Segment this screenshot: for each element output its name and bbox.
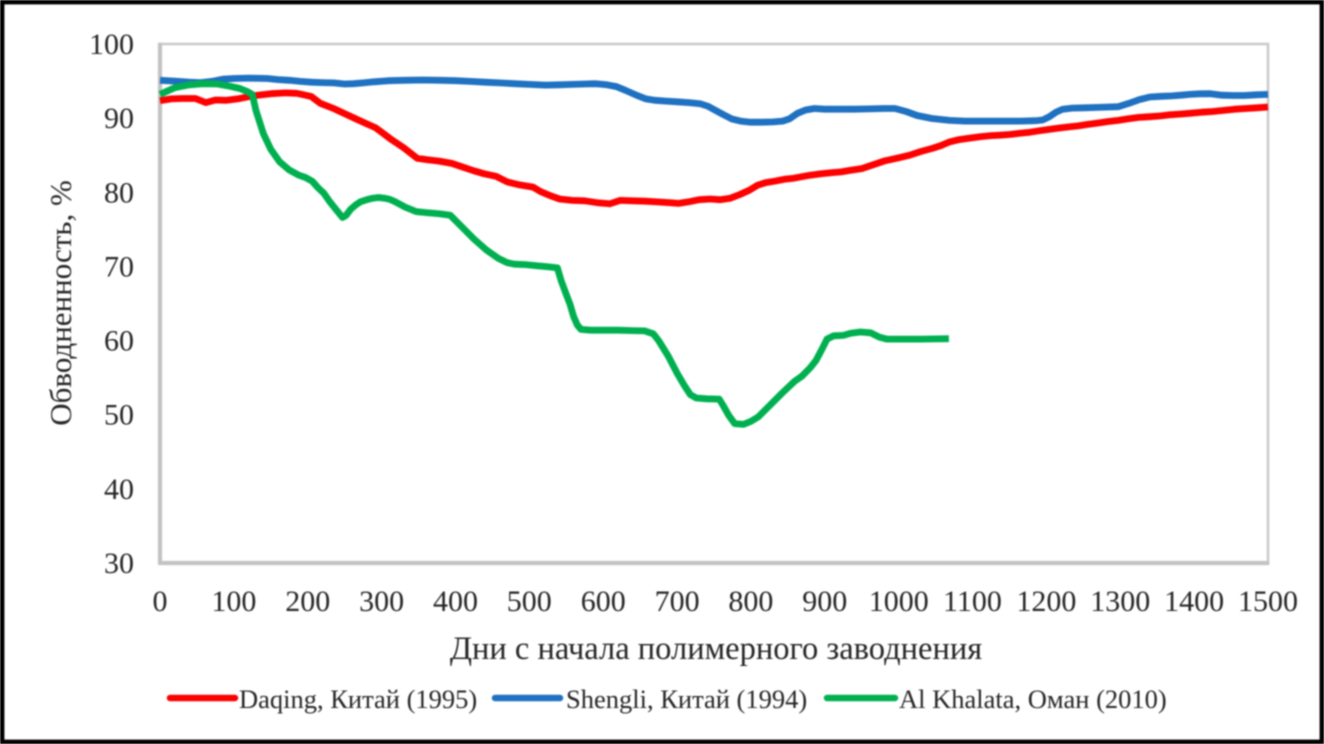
svg-text:Al Khalata, Оман (2010): Al Khalata, Оман (2010) [899,684,1167,714]
svg-text:100: 100 [89,28,134,61]
svg-text:900: 900 [802,585,847,618]
svg-text:500: 500 [507,585,552,618]
svg-text:800: 800 [728,585,773,618]
svg-text:100: 100 [211,585,256,618]
svg-text:40: 40 [104,473,134,506]
svg-text:0: 0 [153,585,168,618]
svg-text:70: 70 [104,250,134,283]
svg-text:Daqing, Китай (1995): Daqing, Китай (1995) [239,684,477,714]
svg-text:1000: 1000 [869,585,929,618]
svg-text:600: 600 [581,585,626,618]
svg-text:Дни с начала полимерного завод: Дни с начала полимерного заводнения [450,631,982,667]
svg-text:200: 200 [285,585,330,618]
svg-text:400: 400 [433,585,478,618]
svg-text:90: 90 [104,102,134,135]
svg-text:1200: 1200 [1016,585,1076,618]
svg-text:1400: 1400 [1164,585,1224,618]
svg-text:300: 300 [359,585,404,618]
svg-text:1500: 1500 [1238,585,1298,618]
svg-text:1300: 1300 [1090,585,1150,618]
svg-text:60: 60 [104,325,134,358]
svg-text:50: 50 [104,399,134,432]
svg-text:Shengli, Китай (1994): Shengli, Китай (1994) [566,684,807,714]
svg-text:1100: 1100 [943,585,1002,618]
svg-text:Обводненность, %: Обводненность, % [43,180,78,426]
svg-text:30: 30 [104,547,134,580]
svg-text:700: 700 [655,585,700,618]
svg-text:80: 80 [104,176,134,209]
